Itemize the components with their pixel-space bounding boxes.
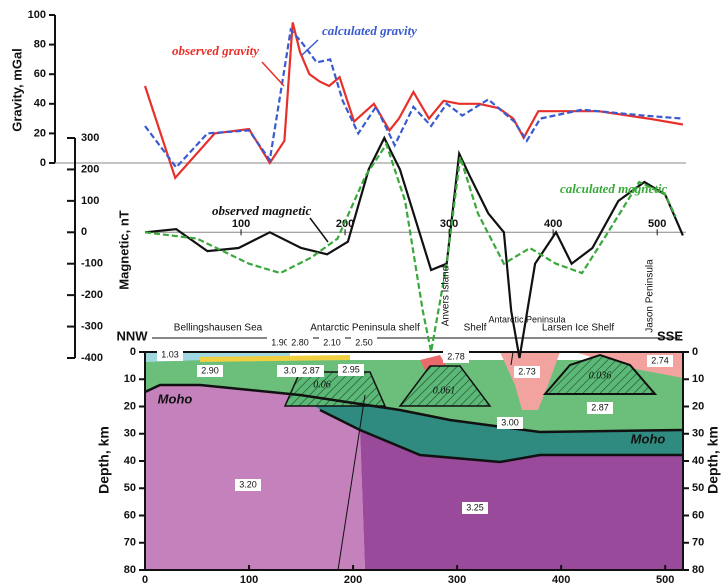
series-annotation: calculated gravity: [322, 23, 417, 38]
end-label: SSE: [657, 328, 683, 343]
density-label: 2.90: [201, 365, 219, 375]
x-tick-label: 200: [344, 574, 362, 586]
y-tick-label: 40: [124, 455, 136, 467]
density-label: 3.20: [239, 479, 257, 489]
moho-label: Moho: [158, 391, 193, 406]
y-tick-label: -300: [81, 320, 103, 332]
region-label: Larsen Ice Shelf: [542, 323, 614, 334]
density-label: 2.74: [651, 355, 669, 365]
region-label: Bellingshausen Sea: [174, 323, 263, 334]
y-tick-label: 70: [692, 537, 704, 549]
y-tick-label: 10: [124, 373, 136, 385]
y-tick-label: 40: [34, 98, 46, 110]
region-label: Anvers Island: [441, 266, 452, 327]
density-label: 2.87: [302, 365, 320, 375]
density-label: 0.061: [433, 385, 456, 396]
series-annotation: calculated magnetic: [560, 181, 667, 196]
annotation-arrow: [262, 62, 284, 86]
density-label: 0.036: [589, 370, 612, 381]
density-label: 1.03: [161, 349, 179, 359]
y-axis-label: Depth, km: [96, 426, 112, 494]
y-tick-label: 30: [124, 428, 136, 440]
region-label: Shelf: [464, 323, 487, 334]
y-tick-label: 0: [81, 226, 87, 238]
series-annotation: observed gravity: [172, 43, 259, 58]
y-tick-label: 100: [81, 195, 99, 207]
density-label: 1.90: [271, 337, 289, 347]
y-tick-label: 60: [34, 68, 46, 80]
y-tick-label: -200: [81, 289, 103, 301]
y-tick-label: 30: [692, 428, 704, 440]
cross-section: [145, 352, 683, 570]
end-label: NNW: [116, 328, 148, 343]
y-tick-label: 20: [34, 127, 46, 139]
x-tick-label: 100: [232, 218, 250, 230]
y-tick-label: 70: [124, 537, 136, 549]
y-tick-label: 0: [692, 346, 698, 358]
figure: 020406080100Gravity, mGal-400-300-200-10…: [0, 0, 721, 587]
density-label: 3.0: [284, 365, 297, 375]
x-tick-label: 300: [448, 574, 466, 586]
y-axis-label: Magnetic, nT: [116, 210, 131, 290]
y-tick-label: 80: [34, 39, 46, 51]
x-tick-label: 100: [240, 574, 258, 586]
y-tick-label: 10: [692, 373, 704, 385]
y-tick-label: 0: [40, 157, 46, 169]
y-tick-label: 60: [692, 509, 704, 521]
density-label: 2.87: [591, 402, 609, 412]
y-tick-label: 20: [692, 400, 704, 412]
y-tick-label: 20: [124, 400, 136, 412]
y-axis-label-right: Depth, km: [705, 426, 721, 494]
x-tick-label: 300: [440, 218, 458, 230]
y-tick-label: 80: [692, 564, 704, 576]
y-tick-label: -400: [81, 352, 103, 364]
x-tick-label: 400: [552, 574, 570, 586]
y-tick-label: 80: [124, 564, 136, 576]
y-tick-label: 200: [81, 163, 99, 175]
x-tick-label: 0: [142, 574, 148, 586]
y-tick-label: 300: [81, 132, 99, 144]
x-tick-label: 500: [648, 218, 666, 230]
y-axis-label: Gravity, mGal: [9, 48, 24, 132]
region-label: Jason Peninsula: [645, 259, 656, 333]
y-tick-label: 100: [28, 9, 46, 21]
y-tick-label: 40: [692, 455, 704, 467]
density-label: 3.00: [501, 417, 519, 427]
x-tick-label: 400: [544, 218, 562, 230]
series-annotation: observed magnetic: [212, 203, 312, 218]
density-label: 2.80: [291, 337, 309, 347]
y-tick-label: 50: [692, 482, 704, 494]
moho-label: Moho: [631, 431, 666, 446]
density-label: 2.78: [447, 351, 465, 361]
y-tick-label: 60: [124, 509, 136, 521]
y-tick-label: 0: [130, 346, 136, 358]
density-label: 0.06: [313, 379, 331, 390]
x-tick-label: 500: [656, 574, 674, 586]
density-label: 2.73: [518, 366, 536, 376]
density-label: 2.95: [342, 364, 360, 374]
series-line: [145, 144, 676, 351]
annotation-arrow: [310, 218, 328, 242]
y-tick-label: 50: [124, 482, 136, 494]
y-tick-label: -100: [81, 258, 103, 270]
region-label: Antarctic Peninsula shelf: [310, 323, 420, 334]
density-label: 2.50: [355, 337, 373, 347]
density-label: 2.10: [323, 337, 341, 347]
density-label: 3.25: [466, 502, 484, 512]
